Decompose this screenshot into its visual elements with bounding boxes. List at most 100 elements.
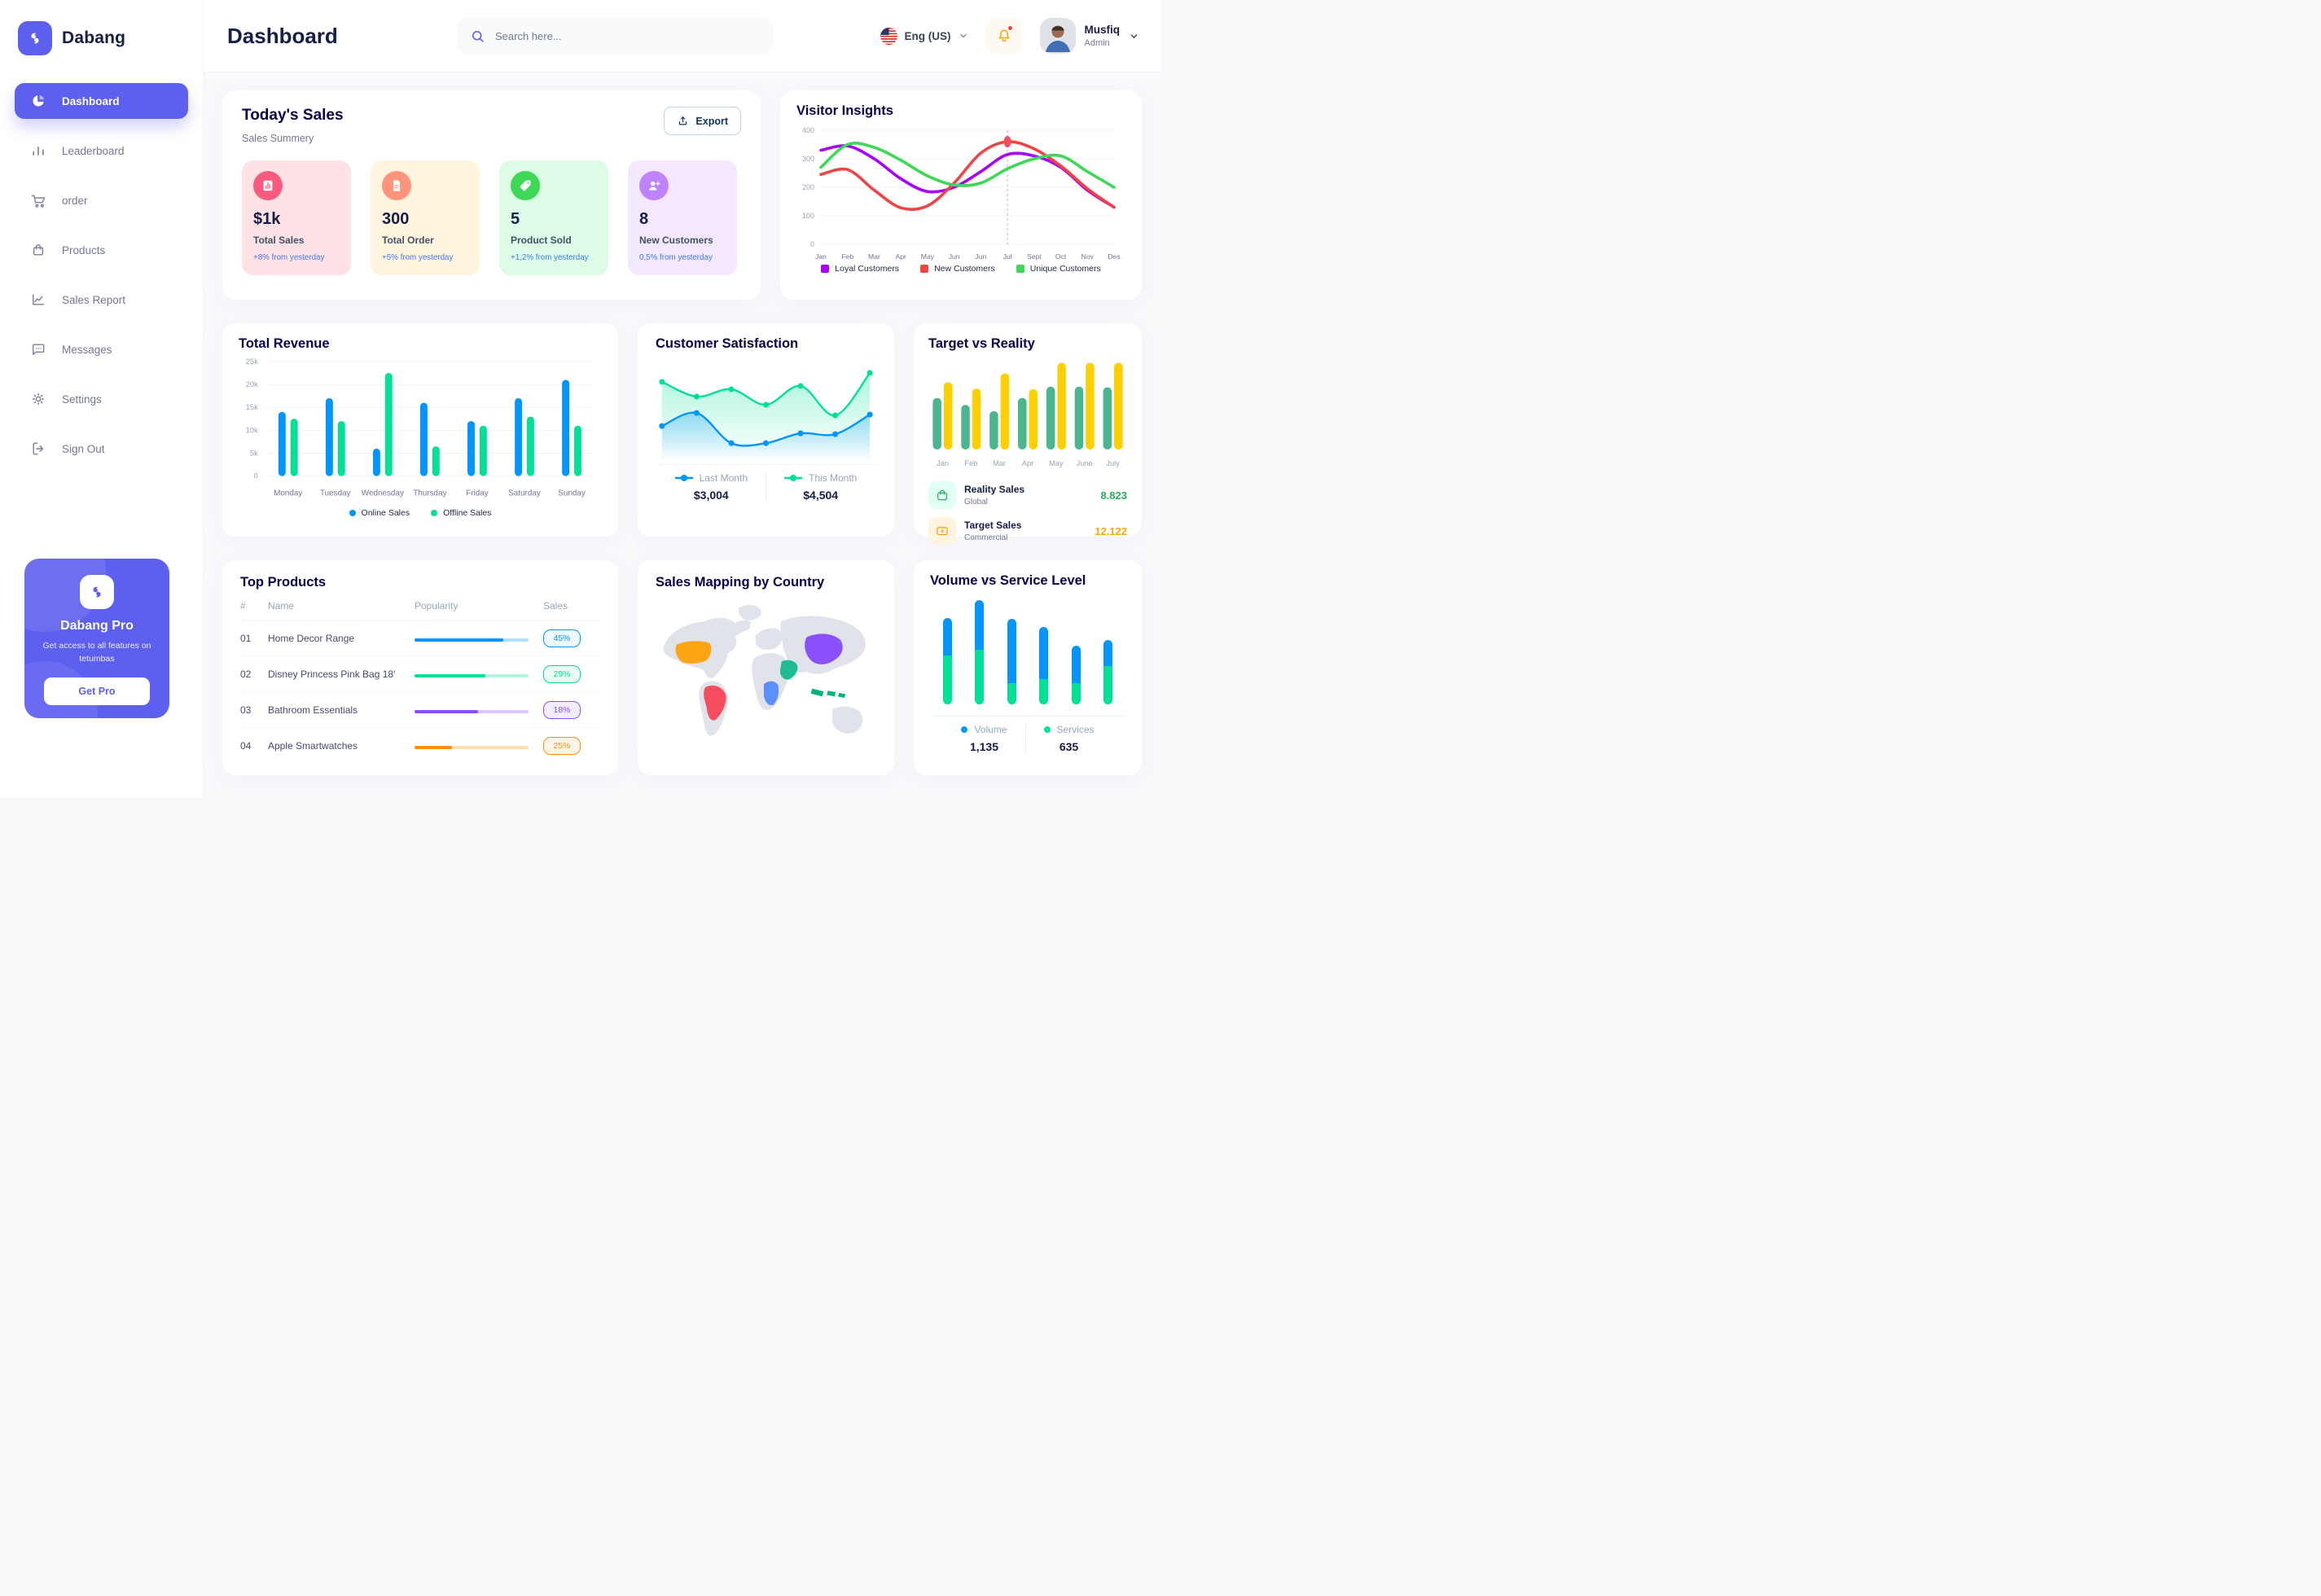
top-products-header: # Name Popularity Sales: [240, 600, 600, 620]
product-name: Disney Princess Pink Bag 18': [268, 668, 396, 680]
sidebar-item-products[interactable]: Products: [15, 232, 188, 268]
svg-text:0: 0: [254, 471, 258, 480]
svg-text:25k: 25k: [246, 357, 258, 366]
stat-label: Total Sales: [253, 235, 305, 246]
promo-title: Dabang Pro: [60, 619, 134, 633]
sidebar-item-settings[interactable]: Settings: [15, 381, 188, 417]
svg-text:5k: 5k: [250, 448, 258, 457]
brand-name: Dabang: [62, 28, 126, 47]
sidebar-item-label: Products: [62, 243, 106, 256]
svg-text:Wednesday: Wednesday: [362, 489, 404, 498]
language-selector[interactable]: Eng (US): [880, 27, 968, 45]
legend-offline-sales: Offline Sales: [431, 508, 491, 518]
visitor-insights-legend: Loyal Customers New Customers Unique Custo…: [796, 264, 1125, 274]
main-content: Today's Sales Sales Summery Export $1k To…: [204, 72, 1160, 798]
svg-text:Apr: Apr: [1022, 459, 1033, 467]
promo-text: Get access to all features on tetumbas: [42, 641, 151, 664]
stat-card-product-sold: 5 Product Sold +1,2% from yesterday: [499, 160, 608, 275]
sidebar-item-sign-out[interactable]: Sign Out: [15, 431, 188, 467]
svg-text:Monday: Monday: [274, 489, 302, 498]
avatar: [1039, 18, 1076, 54]
settings-icon: [29, 390, 47, 408]
user-menu[interactable]: Musfiq Admin: [1039, 18, 1140, 54]
card-target-vs-reality: Target vs Reality Jan Feb Mar Apr May June Jul…: [914, 323, 1142, 545]
svg-text:Sept: Sept: [1027, 252, 1042, 261]
export-button[interactable]: Export: [664, 107, 741, 135]
svg-text:Des: Des: [1108, 252, 1120, 261]
chevron-down-icon: [1130, 33, 1138, 38]
country-dr-congo: [763, 681, 779, 706]
sidebar-item-label: Settings: [62, 392, 102, 406]
svg-text:July: July: [1106, 459, 1120, 467]
sidebar-item-sales-report[interactable]: Sales Report: [15, 282, 188, 318]
stat-value: 300: [382, 210, 410, 228]
stat-value: 5: [511, 210, 520, 228]
search-input[interactable]: [495, 29, 760, 42]
get-pro-button[interactable]: Get Pro: [44, 677, 150, 705]
svg-text:300: 300: [802, 155, 814, 163]
sales-badge: 29%: [543, 664, 581, 683]
country-saudi-arabia: [779, 660, 798, 680]
legend-loyal-customers: Loyal Customers: [821, 264, 899, 274]
sidebar-item-label: Leaderboard: [62, 144, 125, 157]
sales-badge: 25%: [543, 737, 581, 755]
total-revenue-legend: Online Sales Offline Sales: [239, 508, 602, 518]
product-name: Bathroom Essentials: [268, 704, 358, 716]
sidebar-item-label: Sign Out: [62, 442, 105, 455]
sales-badge: 18%: [543, 700, 581, 719]
top-products-title: Top Products: [240, 575, 327, 590]
top-products-body: 01 Home Decor Range 45% 02 Disney Princess P…: [240, 620, 600, 764]
svg-text:20k: 20k: [246, 379, 258, 388]
notification-dot: [1007, 25, 1013, 31]
target-vs-reality-title: Target vs Reality: [928, 336, 1035, 351]
promo-logo-icon: [80, 575, 114, 609]
sidebar-item-order[interactable]: order: [15, 182, 188, 218]
promo-card: Dabang Pro Get access to all features on…: [24, 559, 169, 718]
customer-satisfaction-title: Customer Satisfaction: [656, 336, 799, 351]
legend-new-customers: New Customers: [920, 264, 995, 274]
legend-target-sales: Target Sales Commercial 12.122: [928, 517, 1127, 545]
user-role: Admin: [1084, 38, 1110, 48]
messages-icon: [29, 340, 47, 358]
volume-vs-service-title: Volume vs Service Level: [930, 573, 1086, 588]
card-visitor-insights: Visitor Insights 400 300 200 100 0 Jan Feb Mar A…: [780, 90, 1142, 300]
total-revenue-chart: 0 5k 10k 15k 20k 25k Monday Tuesday Wednesday Thu…: [246, 357, 596, 498]
svg-text:Thursday: Thursday: [413, 489, 446, 498]
sidebar-item-leaderboard[interactable]: Leaderboard: [15, 133, 188, 169]
stat-card-total-order: 300 Total Order +5% from yesterday: [371, 160, 480, 275]
target-vs-reality-legend: Reality Sales Global 8.823 Target Sales Comm…: [928, 481, 1127, 545]
stacked-bar: [1007, 619, 1016, 704]
country-china: [805, 634, 843, 664]
svg-text:Tuesday: Tuesday: [320, 489, 351, 498]
country-united-states: [675, 641, 712, 664]
product-row-home-decor-range: 01 Home Decor Range 45%: [240, 620, 600, 656]
dashboard-page: Dabang Dashboard Leaderboard order Products…: [0, 0, 1160, 798]
language-label: Eng (US): [904, 29, 951, 42]
notifications-button[interactable]: [985, 18, 1022, 54]
chevron-down-icon: [959, 33, 967, 38]
product-num: 03: [240, 704, 252, 716]
target-vs-reality-chart: Jan Feb Mar Apr May June July: [932, 362, 1123, 467]
sidebar-item-messages[interactable]: Messages: [15, 331, 188, 367]
user-name: Musfiq: [1084, 24, 1121, 36]
svg-text:15k: 15k: [246, 402, 258, 411]
sidebar-item-dashboard[interactable]: Dashboard: [15, 83, 188, 119]
stacked-bar: [943, 618, 952, 704]
search-bar[interactable]: [457, 18, 773, 54]
stat-value: 8: [639, 210, 649, 228]
us-flag-icon: [880, 27, 897, 45]
stat-label: Total Order: [382, 235, 434, 246]
stat-label: Product Sold: [511, 235, 572, 246]
volume-vs-service-chart: [930, 597, 1125, 704]
svg-text:May: May: [921, 252, 935, 261]
card-volume-vs-service: Volume vs Service Level Volume 1,135 Servi…: [914, 560, 1142, 775]
svg-text:Saturday: Saturday: [508, 489, 541, 498]
user-info: Musfiq Admin: [1085, 24, 1121, 48]
stat-label: New Customers: [639, 235, 713, 246]
bell-icon: [998, 29, 1009, 42]
dashboard-icon: [29, 92, 47, 110]
world-map: [663, 604, 866, 736]
stat-value: $1k: [253, 210, 281, 228]
svg-text:Nov: Nov: [1082, 252, 1095, 261]
